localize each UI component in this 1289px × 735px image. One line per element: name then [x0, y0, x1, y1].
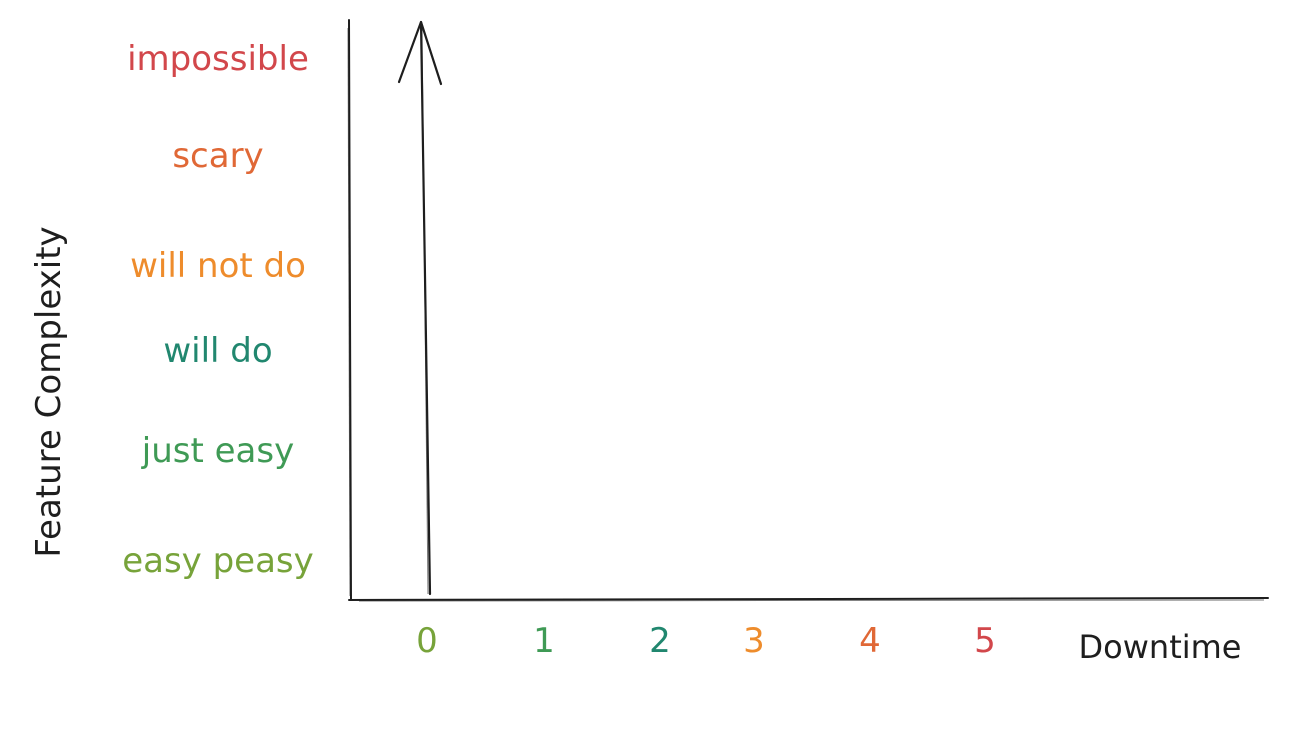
x-tick-labels: 0 1 2 3 4 5 — [416, 621, 996, 661]
x-tick-label: 4 — [859, 621, 881, 661]
axes — [347, 19, 1269, 602]
y-tick-labels: easy peasy just easy will do will not do sca… — [122, 39, 314, 581]
x-tick-label: 0 — [416, 621, 438, 661]
bar-arrow — [397, 20, 443, 596]
y-axis-label: Feature Complexity — [29, 226, 69, 557]
x-axis-line — [348, 597, 1269, 601]
y-axis-line-sketch — [347, 27, 351, 597]
x-tick-label: 2 — [649, 621, 671, 661]
y-tick-label: scary — [172, 136, 263, 176]
y-tick-label: will do — [163, 331, 272, 371]
y-tick-label: impossible — [127, 39, 309, 79]
x-tick-label: 3 — [743, 621, 765, 661]
x-axis-line-sketch — [358, 599, 1265, 602]
y-tick-label: will not do — [130, 246, 306, 286]
x-tick-label: 5 — [974, 621, 996, 661]
y-axis-line — [348, 19, 352, 601]
bar-arrow-head — [397, 20, 443, 86]
y-tick-label: just easy — [141, 431, 294, 471]
x-tick-label: 1 — [533, 621, 555, 661]
bar-arrow-shaft-sketch — [421, 27, 429, 595]
x-axis-label: Downtime — [1079, 628, 1242, 666]
y-tick-label: easy peasy — [122, 541, 314, 581]
marks — [397, 20, 443, 596]
